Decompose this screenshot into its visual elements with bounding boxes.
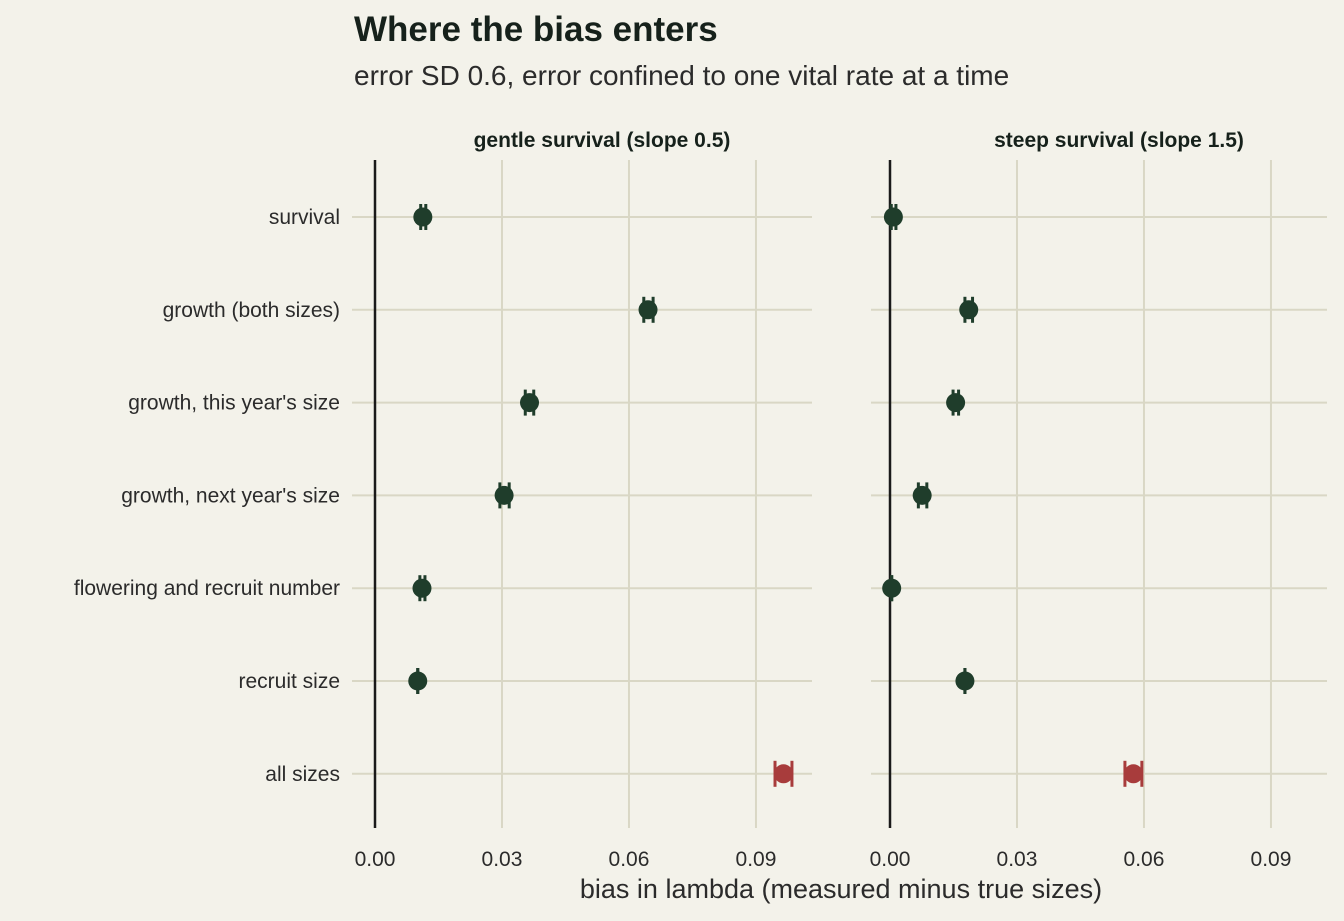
chart-title: Where the bias enters	[354, 10, 718, 49]
x-tick-label: 0.00	[355, 848, 396, 871]
data-point-flowering-and-recruit-number	[412, 578, 432, 598]
data-point-growth-next-year-s-size	[912, 485, 932, 505]
x-tick-label: 0.09	[736, 848, 777, 871]
data-point-growth-next-year-s-size	[494, 485, 514, 505]
category-label-flowering-and-recruit-number: flowering and recruit number	[74, 577, 340, 600]
panel-gentle-survival: gentle survival (slope 0.5) 0.00 0.03 0.06 0…	[352, 129, 812, 871]
data-point-survival	[883, 207, 903, 227]
x-tick-label: 0.03	[997, 848, 1038, 871]
panel-steep-survival: steep survival (slope 1.5) 0.00 0.03 0.06 0.…	[870, 129, 1327, 871]
data-point-all-sizes	[773, 764, 793, 784]
category-label-growth-next-year-s-size: growth, next year's size	[121, 484, 340, 507]
data-point-survival	[413, 207, 433, 227]
data-point-recruit-size	[955, 671, 975, 691]
x-tick-label: 0.09	[1251, 848, 1292, 871]
category-label-growth-this-year-s-size: growth, this year's size	[128, 392, 340, 415]
x-tick-label: 0.03	[482, 848, 523, 871]
panel-title: steep survival (slope 1.5)	[994, 129, 1244, 152]
data-point-growth-this-year-s-size	[520, 393, 540, 413]
data-point-all-sizes	[1123, 764, 1143, 784]
chart-subtitle: error SD 0.6, error confined to one vita…	[354, 60, 1010, 91]
panel-title: gentle survival (slope 0.5)	[474, 129, 731, 152]
data-point-growth-this-year-s-size	[946, 393, 966, 413]
data-point-growth-both-sizes	[638, 300, 658, 320]
data-point-growth-both-sizes	[959, 300, 979, 320]
category-label-survival: survival	[269, 206, 340, 229]
data-point-flowering-and-recruit-number	[882, 578, 902, 598]
x-tick-label: 0.06	[1124, 848, 1165, 871]
category-label-growth-both-sizes: growth (both sizes)	[163, 299, 340, 322]
category-label-all-sizes: all sizes	[265, 763, 340, 786]
x-axis-label: bias in lambda (measured minus true size…	[580, 874, 1102, 904]
x-tick-label: 0.00	[870, 848, 911, 871]
x-tick-label: 0.06	[609, 848, 650, 871]
category-labels: survival growth (both sizes) growth, this …	[74, 206, 340, 786]
data-point-recruit-size	[408, 671, 428, 691]
category-label-recruit-size: recruit size	[238, 670, 340, 693]
